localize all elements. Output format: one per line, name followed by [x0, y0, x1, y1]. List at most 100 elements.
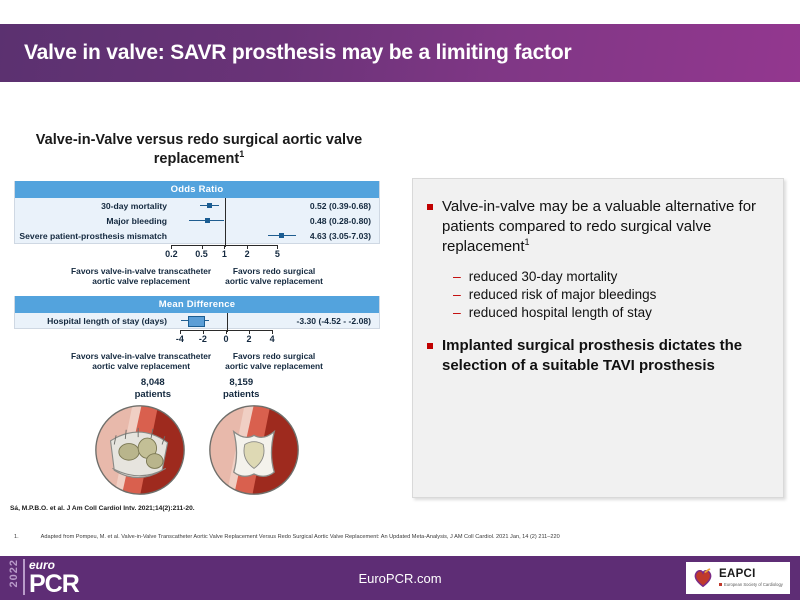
odds-ratio-null-line [225, 198, 227, 247]
favors-left: Favors valve-in-valve transcatheter aort… [71, 266, 211, 286]
row-label: Hospital length of stay (days) [47, 315, 167, 326]
mean-difference-favors: Favors valve-in-valve transcatheter aort… [14, 351, 380, 371]
axis-tick-label: 2 [244, 249, 250, 259]
logo-divider [23, 559, 25, 595]
row-value: 0.52 (0.39-0.68) [309, 200, 371, 211]
eapci-text: EAPCI European Society of Cardiology [719, 569, 783, 587]
patient-count-left: 8,048 patients [135, 377, 171, 400]
odds-ratio-panel: Odds Ratio 30-day mortality 0.52 (0.39-0… [14, 181, 380, 247]
row-value: 4.63 (3.05-7.03) [309, 230, 371, 241]
conclusion-bullet-1-text: Valve-in-valve may be a valuable alterna… [442, 197, 765, 257]
slide-footer: EuroPCR.com 2022 euro PCR EAPCI European… [0, 556, 800, 600]
odds-ratio-favors: Favors valve-in-valve transcatheter aort… [14, 266, 380, 286]
mean-difference-axis: -4 -2 0 2 4 [14, 330, 380, 350]
dash-icon: – [453, 267, 461, 284]
valve-in-valve-illustration-icon [95, 405, 185, 495]
favors-left-line2: aortic valve replacement [92, 276, 190, 287]
footer-url[interactable]: EuroPCR.com [358, 570, 442, 586]
figure-title-line2: valve replacement [153, 132, 363, 167]
axis-tick [277, 245, 279, 249]
redo-surgical-valve-illustration-icon [209, 405, 299, 495]
mean-difference-rows: Hospital length of stay (days) -3.30 (-4… [15, 313, 379, 333]
footnote: 1. Adapted from Pompeu, M. et al. Valve-… [14, 534, 794, 540]
axis-tick [202, 330, 204, 335]
axis-tick-label: -4 [175, 334, 184, 345]
point-estimate-marker [187, 315, 205, 327]
eapci-logo: EAPCI European Society of Cardiology [686, 562, 790, 594]
figure-title-superscript: 1 [239, 149, 245, 160]
sub-item: – reduced risk of major bleedings [453, 287, 765, 302]
logo-pcr-text: PCR [29, 570, 80, 598]
page-title: Valve in valve: SAVR prosthesis may be a… [24, 41, 572, 64]
forest-plot-figure: Odds Ratio 30-day mortality 0.52 (0.39-0… [14, 181, 380, 496]
footnote-text: Adapted from Pompeu, M. et al. Valve-in-… [40, 534, 560, 540]
forest-row: 30-day mortality 0.52 (0.39-0.68) [15, 198, 379, 213]
count-label: patients [134, 388, 171, 400]
axis-tick-label: 5 [274, 249, 280, 259]
square-bullet-icon [427, 204, 433, 210]
mean-difference-null-line [227, 313, 228, 333]
row-label: 30-day mortality [101, 200, 167, 211]
sub-item-text: reduced risk of major bleedings [468, 286, 657, 302]
axis-tick [226, 330, 227, 335]
dash-icon: – [453, 303, 461, 320]
point-estimate-marker [279, 232, 285, 238]
bullet-text: Valve-in-valve may be a valuable alterna… [442, 198, 757, 255]
odds-ratio-axis: 0.2 0.5 1 2 5 [14, 245, 380, 265]
favors-left-line1: Favors valve-in-valve transcatheter [71, 266, 212, 276]
row-value: 0.48 (0.28-0.80) [309, 215, 371, 226]
axis-tick [224, 245, 226, 249]
axis-tick [247, 245, 249, 249]
sub-item: – reduced 30-day mortality [453, 269, 765, 284]
row-label: Major bleeding [106, 215, 167, 226]
sub-item: – reduced hospital length of stay [453, 305, 765, 320]
forest-row: Severe patient-prosthesis mismatch 4.63 … [15, 228, 379, 243]
sub-item-text: reduced 30-day mortality [468, 268, 618, 284]
favors-right-line2: aortic valve replacement [225, 276, 323, 287]
favors-right-line2: aortic valve replacement [225, 361, 323, 372]
axis-tick-label: 0.2 [165, 249, 178, 259]
favors-left: Favors valve-in-valve transcatheter aort… [71, 351, 211, 371]
axis-tick-label: -2 [198, 334, 207, 345]
row-plot [173, 198, 293, 213]
europcr-logo: 2022 euro PCR [8, 558, 80, 598]
axis-tick-label: 2 [246, 334, 252, 345]
patient-counts: 8,048 patients 8,159 patients [14, 377, 380, 400]
figure-credit: Sá, M.P.B.O. et al. J Am Coll Cardiol In… [10, 505, 195, 512]
point-estimate-marker [204, 217, 210, 223]
europcr-wordmark: euro PCR [29, 558, 80, 598]
axis-tick [201, 245, 203, 249]
axis-tick-label: 4 [269, 334, 275, 345]
axis-tick-label: 0.5 [195, 249, 208, 259]
logo-euro-text: euro [29, 558, 56, 572]
eapci-subtitle-text: European Society of Cardiology [724, 581, 783, 587]
odds-ratio-title: Odds Ratio [15, 181, 379, 198]
favors-right-line1: Favors redo surgical [232, 351, 316, 362]
esc-square-icon [719, 583, 722, 587]
conclusion-bullet-2: Implanted surgical prosthesis dictates t… [427, 336, 765, 376]
sub-item-text: reduced hospital length of stay [468, 304, 652, 320]
square-bullet-icon [427, 342, 433, 349]
axis-tick [179, 330, 181, 335]
slide-header: Valve in valve: SAVR prosthesis may be a… [0, 24, 800, 82]
favors-right: Favors redo surgical aortic valve replac… [225, 266, 323, 286]
favors-right-line1: Favors redo surgical [232, 266, 316, 276]
figure-title: Valve-in-Valve versus redo surgical aort… [14, 131, 384, 168]
axis-tick-label: 0 [223, 334, 229, 345]
row-label: Severe patient-prosthesis mismatch [19, 230, 167, 241]
row-value: -3.30 (-4.52 - -2.08) [296, 315, 371, 326]
eapci-name: EAPCI [719, 568, 756, 581]
conclusions-panel: Valve-in-valve may be a valuable alterna… [412, 178, 784, 498]
odds-ratio-rows: 30-day mortality 0.52 (0.39-0.68) Major … [15, 198, 379, 247]
axis-rule [179, 330, 273, 332]
forest-row: Hospital length of stay (days) -3.30 (-4… [15, 313, 379, 328]
conclusion-bullet-1: Valve-in-valve may be a valuable alterna… [427, 197, 765, 257]
bullet-superscript: 1 [524, 236, 530, 247]
valve-illustrations [14, 404, 380, 496]
count-value: 8,159 [229, 377, 254, 389]
footer-year: 2022 [8, 559, 20, 588]
mean-difference-title: Mean Difference [15, 296, 379, 314]
heart-icon [694, 568, 712, 588]
eapci-subtitle: European Society of Cardiology [719, 581, 783, 587]
row-plot [173, 213, 293, 228]
